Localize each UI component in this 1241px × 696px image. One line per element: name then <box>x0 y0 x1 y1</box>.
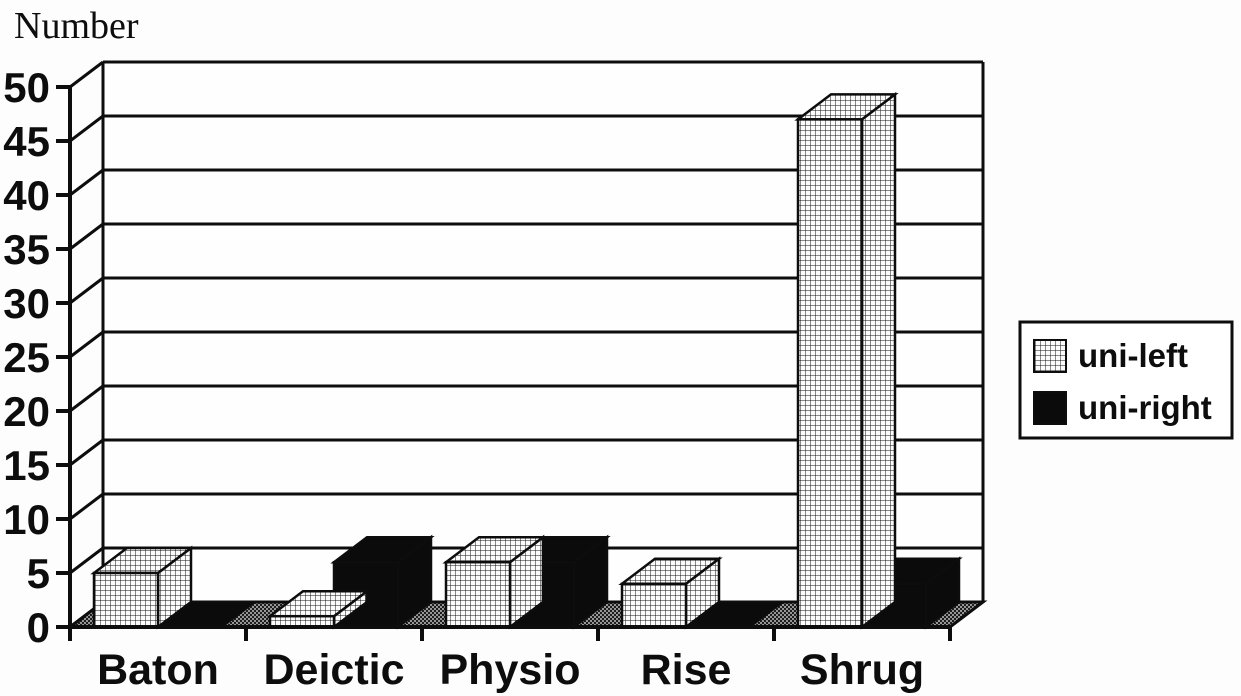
y-tick-label: 50 <box>3 64 50 111</box>
y-tick-label: 15 <box>3 442 50 489</box>
legend-label: uni-right <box>1078 389 1212 426</box>
category-label-baton: Baton <box>97 646 219 694</box>
bar-uni-left-baton <box>90 545 195 630</box>
sidewall-gridline <box>69 546 104 575</box>
chart-bars <box>90 91 963 630</box>
bar-uni-left-deictic <box>266 588 371 630</box>
sidewall-gridline <box>69 222 104 251</box>
x-axis-category-labels: Baton Deictic Physio Rise Shrug <box>97 646 924 694</box>
category-label-deictic: Deictic <box>263 646 404 694</box>
chart-axes <box>56 85 952 641</box>
bar-front-face <box>620 582 688 629</box>
bar-side-face <box>860 91 897 630</box>
y-tick-label: 40 <box>3 172 50 219</box>
sidewall-gridline <box>69 492 104 521</box>
y-tick-label: 45 <box>3 118 50 165</box>
bar-front-face <box>444 560 512 629</box>
legend-swatch-black <box>1033 391 1067 425</box>
sidewall-gridline <box>69 168 104 197</box>
sidewall-gridline <box>69 276 104 305</box>
category-label-rise: Rise <box>641 646 732 694</box>
legend-swatch-crosshatch <box>1033 339 1067 373</box>
sidewall-gridline <box>69 438 104 467</box>
category-label-shrug: Shrug <box>800 646 924 694</box>
y-tick-label: 30 <box>3 280 50 327</box>
legend-label: uni-left <box>1078 337 1188 374</box>
y-tick-label: 0 <box>27 604 50 651</box>
y-tick-label: 35 <box>3 226 50 273</box>
y-tick-label: 20 <box>3 388 50 435</box>
y-tick-label: 5 <box>27 550 50 597</box>
chart-legend: uni-left uni-right <box>1018 320 1234 440</box>
category-label-physio: Physio <box>440 646 581 694</box>
bar-front-face <box>796 118 864 629</box>
sidewall-gridline <box>69 330 104 359</box>
sidewall-gridline <box>69 60 104 89</box>
y-axis-tick-labels: 0 5 10 15 20 25 30 35 40 45 50 <box>3 64 50 651</box>
sidewall-gridline <box>69 384 104 413</box>
bar-front-face <box>92 571 160 629</box>
bar-uni-left-shrug <box>794 91 899 630</box>
y-tick-label: 10 <box>3 496 50 543</box>
bar-uni-left-physio <box>442 534 547 630</box>
y-tick-label: 25 <box>3 334 50 381</box>
sidewall-gridline <box>69 114 104 143</box>
y-axis-title: Number <box>14 5 139 47</box>
